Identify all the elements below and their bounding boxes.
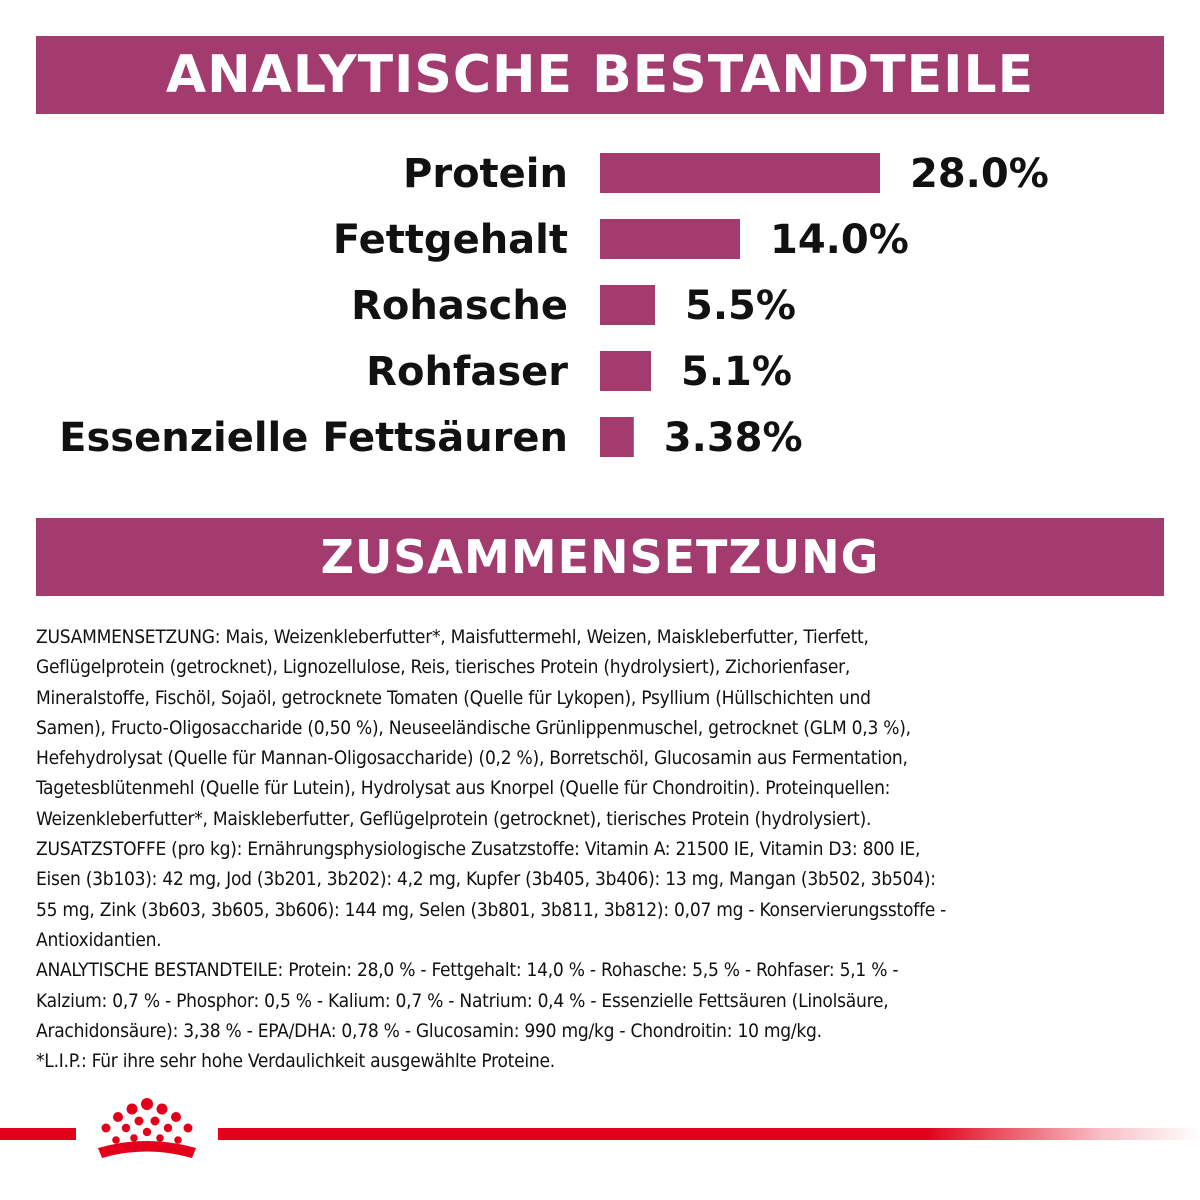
composition-line: 55 mg, Zink (3b603, 3b605, 3b606): 144 m… [36,898,947,921]
composition-line: Weizenkleberfutter*, Maiskleberfutter, G… [36,807,872,830]
bar-rohasche [600,285,655,325]
nutrient-bar-chart: Protein 28.0% Fettgehalt 14.0% Rohasche 5.5% R… [59,151,1049,461]
composition-line: Eisen (3b103): 42 mg, Jod (3b201, 3b202)… [36,868,936,891]
value-label: 3.38% [664,415,803,461]
category-label: Fettgehalt [333,217,568,263]
category-label: Essenzielle Fettsäuren [59,415,568,461]
footer-line-right [218,1128,1200,1140]
bar-protein [600,153,880,193]
composition-line: ANALYTISCHE BESTANDTEILE: Protein: 28,0 … [36,959,899,982]
composition-line: Geflügelprotein (getrocknet), Lignozellu… [36,656,851,679]
composition-line: Hefehydrolysat (Quelle für Mannan-Oligos… [36,747,908,770]
bar-fettgehalt [600,219,740,259]
footer-line-left [0,1128,76,1140]
analytics-section-title: ANALYTISCHE BESTANDTEILE [165,45,1035,105]
analytics-section-banner: ANALYTISCHE BESTANDTEILE [36,36,1164,114]
value-label: 28.0% [910,151,1049,197]
composition-section-title: ZUSAMMENSETZUNG [320,530,880,584]
composition-line: ZUSAMMENSETZUNG: Mais, Weizenkleberfutte… [36,626,869,648]
composition-line: Samen), Fructo-Oligosaccharide (0,50 %),… [36,716,911,739]
composition-line: ZUSATZSTOFFE (pro kg): Ernährungsphysiol… [36,838,921,861]
composition-line: *L.I.P.: Für ihre sehr hohe Verdaulichke… [36,1050,555,1073]
composition-line: Mineralstoffe, Fischöl, Sojaöl, getrockn… [36,686,871,709]
composition-line: Kalzium: 0,7 % - Phosphor: 0,5 % - Kaliu… [36,989,889,1012]
value-label: 5.1% [681,349,792,395]
bar-essenzielle-fetts-uren [600,417,634,457]
composition-line: Antioxidantien. [36,928,162,951]
value-label: 14.0% [770,217,909,263]
composition-line: Tagetesblütenmehl (Quelle für Lutein), H… [36,777,891,800]
composition-line: Arachidonsäure): 3,38 % - EPA/DHA: 0,78 … [36,1019,822,1042]
composition-section-banner: ZUSAMMENSETZUNG [36,518,1164,596]
category-label: Rohfaser [366,349,568,395]
category-label: Rohasche [351,283,568,329]
value-label: 5.5% [685,283,796,329]
composition-text-block: ZUSAMMENSETZUNG: Mais, Weizenkleberfutte… [36,622,1164,1076]
category-label: Protein [403,151,568,197]
royal-crown-logo-icon [98,1098,196,1158]
bar-rohfaser [600,351,651,391]
